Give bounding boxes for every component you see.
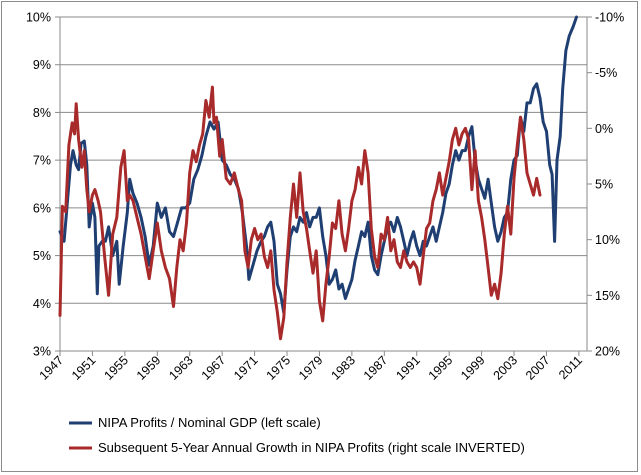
left-tick-label: 6% (33, 201, 51, 215)
left-tick-label: 8% (33, 106, 51, 120)
legend: NIPA Profits / Nominal GDP (left scale) S… (69, 415, 525, 455)
x-tick-label: 1959 (134, 353, 164, 383)
left-tick-label: 5% (33, 249, 51, 263)
right-tick-label: 0% (595, 122, 613, 136)
left-tick-label: 3% (33, 345, 51, 359)
legend-label: Subsequent 5-Year Annual Growth in NIPA … (98, 440, 525, 455)
x-tick-label: 1983 (328, 353, 358, 383)
x-tick-label: 1999 (458, 353, 488, 383)
right-tick-label: -10% (595, 11, 624, 25)
series-lines (58, 15, 578, 341)
x-tick-label: 1967 (199, 353, 229, 383)
legend-label: NIPA Profits / Nominal GDP (left scale) (98, 415, 321, 430)
x-tick-label: 1979 (296, 353, 326, 383)
x-tick-label: 1995 (426, 353, 456, 383)
right-tick-label: 10% (595, 233, 620, 247)
right-tick-label: 15% (595, 289, 620, 303)
x-tick-label: 1963 (166, 353, 196, 383)
right-axis-ticks: -10% -5% 0% 5% 10% 15% 20% (587, 11, 624, 359)
x-tick-label: 1991 (393, 353, 423, 383)
x-tick-label: 1975 (264, 353, 294, 383)
right-tick-label: -5% (595, 66, 617, 80)
series-line-profits-gdp (58, 15, 578, 315)
left-axis-ticks: 3% 4% 5% 6% 7% 8% 9% 10% (26, 11, 60, 359)
right-tick-label: 20% (595, 345, 620, 359)
x-tick-label: 1955 (101, 353, 131, 383)
x-tick-label: 2011 (556, 353, 585, 382)
left-tick-label: 10% (26, 11, 51, 25)
left-tick-label: 9% (33, 58, 51, 72)
left-tick-label: 4% (33, 297, 51, 311)
series-line-subsequent-growth (58, 85, 542, 341)
x-tick-label: 2003 (491, 353, 521, 383)
right-tick-label: 5% (595, 178, 613, 192)
left-tick-label: 7% (33, 154, 51, 168)
x-axis-ticks: 1947 1951 1955 1959 1963 1967 1971 1975 1979 1983… (37, 351, 585, 383)
x-tick-label: 2007 (523, 353, 553, 383)
x-tick-label: 1951 (69, 353, 99, 383)
x-tick-label: 1971 (231, 353, 261, 383)
x-tick-label: 1987 (361, 353, 391, 383)
